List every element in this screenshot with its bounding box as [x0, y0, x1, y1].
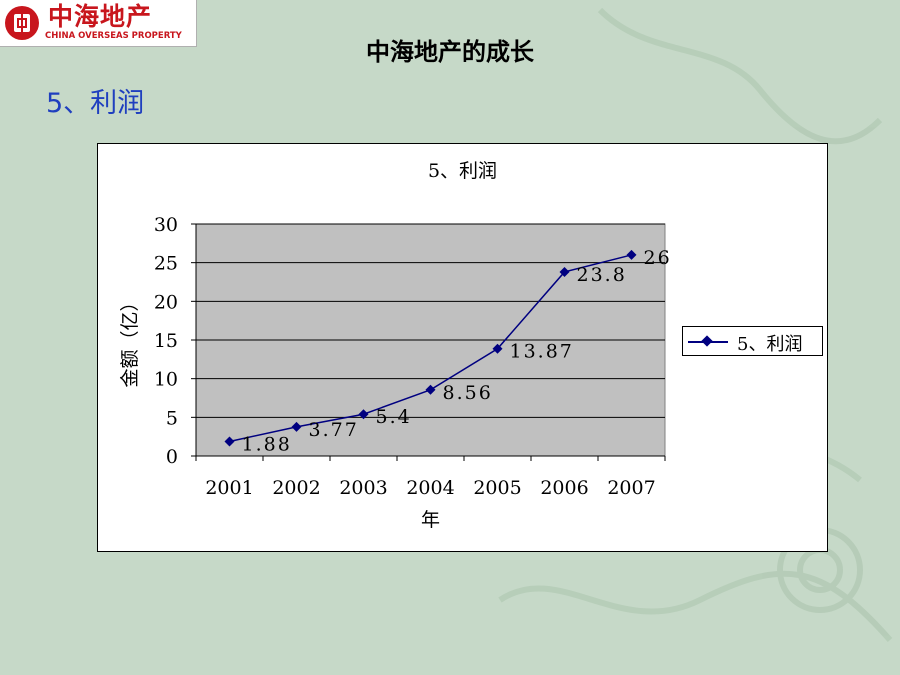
data-label: 13.87 [510, 341, 574, 363]
section-title: 5、利润 [46, 88, 145, 119]
data-label: 3.77 [309, 419, 359, 441]
y-tick-label: 25 [154, 253, 178, 275]
chart-plot: 0 5 10 15 20 25 30 2001 2002 2003 2004 2005 2006 2007… [119, 214, 672, 531]
legend-diamond-marker [701, 335, 713, 347]
x-tick-label: 2007 [607, 477, 655, 499]
x-tick-label: 2003 [339, 477, 387, 499]
x-tick-label: 2006 [540, 477, 588, 499]
x-tick-label: 2001 [205, 477, 253, 499]
page-title: 中海地产的成长 [366, 38, 534, 66]
logo-english-text: CHINA OVERSEAS PROPERTY [45, 31, 182, 41]
logo-emblem-icon [5, 6, 39, 40]
data-label: 23.8 [577, 264, 627, 286]
y-tick-label: 0 [166, 446, 178, 468]
data-label: 26 [644, 247, 672, 269]
chart-legend: 5、利润 [682, 326, 823, 356]
x-tick-label: 2004 [406, 477, 454, 499]
x-axis-label: 年 [421, 509, 440, 531]
data-label: 8.56 [443, 382, 493, 404]
data-point-marker [559, 266, 570, 277]
chart-title: 5、利润 [427, 160, 498, 182]
data-point-marker [224, 436, 235, 447]
x-tick-label: 2002 [272, 477, 320, 499]
x-tick-label: 2005 [473, 477, 521, 499]
company-logo: 中海地产 CHINA OVERSEAS PROPERTY [0, 0, 197, 47]
y-tick-label: 20 [154, 291, 178, 313]
data-point-marker [492, 343, 503, 354]
logo-chinese-text: 中海地产 [48, 2, 153, 31]
y-axis-label: 金额（亿） [119, 292, 141, 387]
data-label: 5.4 [376, 406, 412, 428]
y-tick-label: 30 [154, 214, 178, 236]
legend-series-label: 5、利润 [737, 334, 803, 355]
data-point-marker [358, 409, 369, 420]
data-label: 1.88 [242, 433, 292, 455]
y-tick-label: 10 [154, 369, 178, 391]
data-point-marker [626, 249, 637, 260]
data-point-marker [291, 421, 302, 432]
data-point-marker [425, 384, 436, 395]
y-tick-label: 15 [154, 330, 178, 352]
profit-line-chart: 5、利润 0 5 10 15 20 25 30 2001 2002 2003 2004 2005 200… [97, 143, 828, 552]
y-tick-label: 5 [166, 407, 178, 429]
